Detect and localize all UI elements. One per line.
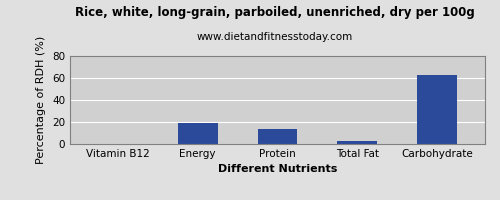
Bar: [178, 123, 218, 144]
Bar: [258, 129, 298, 144]
Text: www.dietandfitnesstoday.com: www.dietandfitnesstoday.com: [197, 32, 353, 42]
X-axis label: Different Nutrients: Different Nutrients: [218, 164, 337, 174]
Text: Rice, white, long-grain, parboiled, unenriched, dry per 100g: Rice, white, long-grain, parboiled, unen…: [75, 6, 475, 19]
Bar: [417, 75, 457, 144]
Y-axis label: Percentage of RDH (%): Percentage of RDH (%): [36, 36, 46, 164]
Bar: [338, 141, 378, 144]
